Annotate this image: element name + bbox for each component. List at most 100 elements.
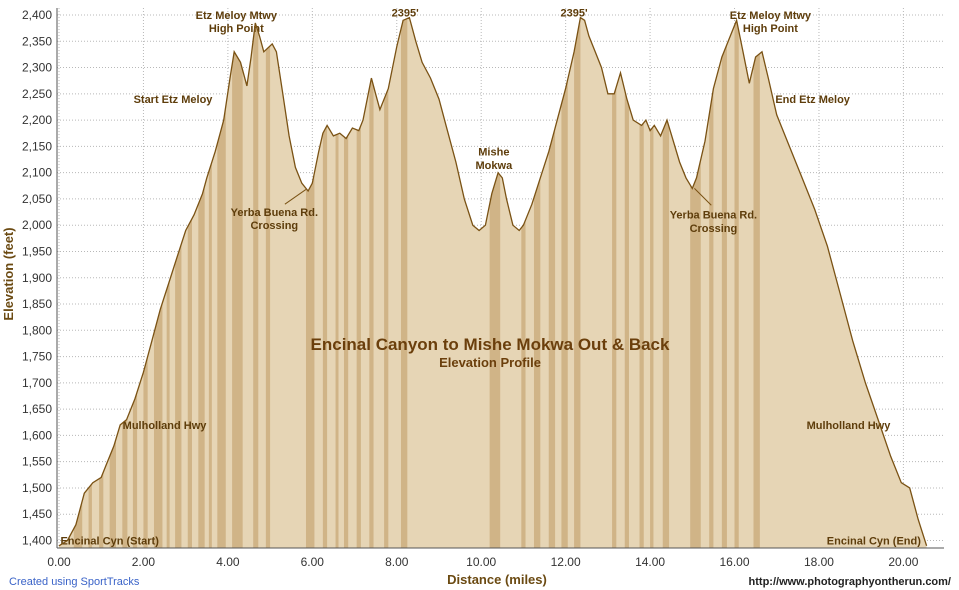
shading-band	[109, 17, 116, 548]
y-tick-label: 1,400	[22, 534, 52, 548]
shading-band	[521, 17, 526, 548]
x-tick-label: 2.00	[132, 555, 156, 569]
x-tick-label: 12.00	[551, 555, 581, 569]
y-tick-label: 2,000	[22, 218, 52, 232]
x-tick-label: 20.00	[888, 555, 918, 569]
shading-band	[400, 17, 408, 548]
shading-band	[153, 17, 163, 548]
shading-band	[650, 17, 654, 548]
y-tick-label: 2,150	[22, 139, 52, 153]
y-tick-labels: 1,400 1,450 1,500 1,550 1,600 1,650 1,700 1,750…	[22, 8, 52, 548]
y-tick-label: 1,700	[22, 376, 52, 390]
y-tick-label: 2,300	[22, 61, 52, 75]
y-tick-label: 2,350	[22, 34, 52, 48]
annotation-label: End Etz Meloy	[775, 94, 850, 106]
y-tick-label: 1,650	[22, 402, 52, 416]
chart-title: Encinal Canyon to Mishe Mokwa Out & Back	[311, 335, 670, 354]
annotation-label: Mulholland Hwy	[807, 420, 892, 432]
shading-band	[335, 17, 339, 548]
annotation-label: Crossing	[250, 220, 298, 232]
shading-band	[343, 17, 349, 548]
y-tick-label: 1,550	[22, 455, 52, 469]
shading-band	[384, 17, 389, 548]
y-tick-label: 2,050	[22, 192, 52, 206]
x-tick-labels: 0.00 2.00 4.00 6.00 8.00 10.00 12.00 14.00 16.00…	[47, 555, 918, 569]
chart-subtitle: Elevation Profile	[439, 355, 541, 370]
annotation-label: Mulholland Hwy	[123, 420, 208, 432]
shading-band	[639, 17, 644, 548]
annotation-label: Yerba Buena Rd.	[231, 207, 318, 219]
shading-band	[624, 17, 629, 548]
annotation-leader-lines	[284, 188, 712, 206]
y-tick-label: 1,450	[22, 507, 52, 521]
shading-band	[574, 17, 581, 548]
annotation-label: Crossing	[690, 223, 738, 235]
shading-band	[305, 17, 315, 548]
y-tick-label: 1,900	[22, 271, 52, 285]
x-axis-title: Distance (miles)	[447, 572, 547, 587]
shading-band	[253, 17, 259, 548]
shading-band	[187, 17, 192, 548]
annotation-label: Mishe	[478, 147, 509, 159]
shading-band	[369, 17, 374, 548]
shading-band	[753, 17, 760, 548]
annotation-label: Yerba Buena Rd.	[670, 210, 757, 222]
annotation-label: 2395'	[392, 7, 419, 19]
x-tick-label: 18.00	[804, 555, 834, 569]
shading-band	[561, 17, 568, 548]
axes	[56, 8, 944, 549]
y-tick-label: 1,600	[22, 428, 52, 442]
x-tick-label: 14.00	[635, 555, 665, 569]
x-tick-label: 8.00	[385, 555, 409, 569]
shading-band	[662, 17, 670, 548]
y-tick-label: 2,100	[22, 166, 52, 180]
elevation-line	[58, 16, 928, 547]
y-tick-label: 2,400	[22, 8, 52, 22]
shading-band	[721, 17, 727, 548]
y-tick-label: 1,950	[22, 244, 52, 258]
y-tick-label: 2,200	[22, 113, 52, 127]
shading-band	[322, 17, 328, 548]
y-axis-title: Elevation (feet)	[1, 227, 16, 320]
shading-band	[709, 17, 714, 548]
shading-band	[356, 17, 361, 548]
shading-band	[690, 17, 701, 548]
annotation-label: Encinal Cyn (End)	[827, 536, 921, 548]
shading-band	[232, 17, 243, 548]
annotation-label: Etz Meloy Mtwy	[196, 10, 278, 22]
annotation-label: Etz Meloy Mtwy	[730, 10, 812, 22]
annotation-label: 2395'	[561, 7, 588, 19]
annotation-label: High Point	[209, 23, 264, 35]
shading-band	[489, 17, 501, 548]
credit-website: http://www.photographyontherun.com/	[749, 576, 951, 588]
y-tick-label: 2,250	[22, 87, 52, 101]
annotation-label: Start Etz Meloy	[134, 94, 214, 106]
annotation-leader-line	[284, 189, 307, 205]
y-tick-label: 1,750	[22, 350, 52, 364]
shading-band	[533, 17, 541, 548]
shading-band	[198, 17, 205, 548]
y-tick-label: 1,850	[22, 297, 52, 311]
y-tick-label: 1,500	[22, 481, 52, 495]
annotation-label: High Point	[743, 23, 798, 35]
shading-band	[132, 17, 138, 548]
shading-band	[734, 17, 739, 548]
annotation-label: Mokwa	[476, 160, 514, 172]
shading-band	[265, 17, 271, 548]
shading-band	[217, 17, 226, 548]
y-tick-label: 1,800	[22, 323, 52, 337]
shading-band	[208, 17, 212, 548]
x-tick-label: 16.00	[720, 555, 750, 569]
annotation-leader-line	[694, 188, 712, 206]
x-tick-label: 10.00	[466, 555, 496, 569]
annotation-label: Encinal Cyn (Start)	[60, 536, 159, 548]
x-tick-label: 6.00	[301, 555, 325, 569]
shading-band	[548, 17, 556, 548]
shading-band	[612, 17, 617, 548]
x-tick-label: 4.00	[216, 555, 240, 569]
shading-band	[175, 17, 182, 548]
credit-sporttracks: Created using SportTracks	[9, 576, 140, 588]
x-tick-label: 0.00	[47, 555, 71, 569]
